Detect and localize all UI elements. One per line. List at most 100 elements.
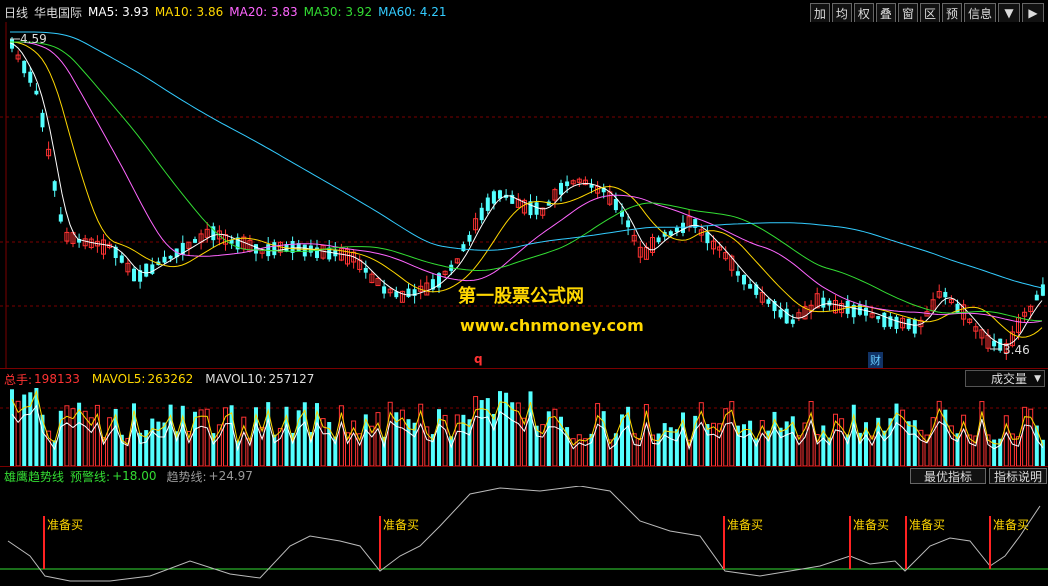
volume-bar bbox=[113, 408, 118, 466]
candle-body bbox=[742, 274, 746, 285]
candle-body bbox=[711, 240, 716, 250]
volume-bar bbox=[138, 432, 143, 466]
volume-bar bbox=[382, 436, 387, 466]
candle-body bbox=[22, 60, 27, 74]
volume-bar bbox=[437, 409, 441, 466]
volume-bar bbox=[375, 412, 381, 466]
trend-line-value: +24.97 bbox=[208, 469, 253, 483]
volume-bar bbox=[1034, 425, 1039, 466]
candle-body bbox=[876, 316, 881, 320]
volume-bar bbox=[491, 413, 496, 466]
ma-legend-label: MA30: bbox=[303, 5, 342, 19]
high-price-label: 4.59 bbox=[20, 32, 47, 46]
volume-bar bbox=[101, 437, 106, 466]
ma-line bbox=[9, 42, 1043, 346]
candle-body bbox=[186, 241, 192, 249]
volume-bar bbox=[888, 418, 893, 466]
finance-marker[interactable]: 财 bbox=[868, 352, 883, 368]
volume-bar bbox=[717, 423, 723, 466]
toolbar-button[interactable]: 均 bbox=[831, 3, 852, 23]
volume-chart[interactable] bbox=[0, 388, 1048, 466]
ma-legend-item: MA20: 3.83 bbox=[229, 5, 297, 19]
candle-body bbox=[40, 112, 45, 128]
volume-bar bbox=[442, 414, 448, 466]
toolbar-button[interactable]: 权 bbox=[853, 3, 874, 23]
volume-bar bbox=[223, 407, 228, 466]
toolbar-button[interactable]: 加 bbox=[809, 3, 830, 23]
candle-body bbox=[674, 227, 679, 232]
indicator-select[interactable]: 成交量 ▼ bbox=[965, 370, 1045, 387]
volume-bar bbox=[668, 427, 673, 466]
candle-body bbox=[851, 304, 856, 318]
price-chart[interactable] bbox=[0, 22, 1048, 368]
toolbar-button[interactable]: 信息 bbox=[963, 3, 996, 23]
volume-bar bbox=[77, 402, 82, 466]
volume-bar bbox=[168, 404, 173, 466]
ma-line bbox=[10, 41, 1043, 322]
candle-body bbox=[375, 277, 381, 287]
candle-body bbox=[766, 299, 771, 304]
volume-bar bbox=[546, 411, 551, 466]
indicator-chart[interactable] bbox=[0, 486, 1048, 586]
candle-body bbox=[827, 300, 832, 306]
volume-bar bbox=[686, 439, 692, 466]
chevron-down-icon[interactable]: ▼ bbox=[998, 3, 1020, 23]
volume-bar bbox=[790, 416, 795, 466]
volume-bar bbox=[204, 408, 210, 466]
candle-body bbox=[936, 290, 942, 298]
candle-body bbox=[869, 313, 875, 318]
candle-body bbox=[552, 189, 558, 201]
candle-body bbox=[327, 247, 332, 260]
mavol5-label: MAVOL5: bbox=[91, 372, 146, 386]
indicator-help-button[interactable]: 指标说明 bbox=[989, 468, 1047, 484]
volume-bar bbox=[912, 420, 917, 466]
candle-body bbox=[650, 237, 655, 253]
ma-legend-value: 3.86 bbox=[192, 5, 224, 19]
volume-bar bbox=[266, 402, 271, 466]
volume-bar bbox=[864, 422, 868, 466]
volume-bar bbox=[693, 415, 698, 466]
candle-body bbox=[888, 316, 893, 327]
candle-body bbox=[748, 284, 753, 289]
candle-body bbox=[382, 286, 387, 294]
volume-bar bbox=[698, 402, 704, 466]
candle-body bbox=[759, 292, 765, 303]
volume-bar bbox=[900, 409, 906, 466]
volume-bar bbox=[766, 430, 771, 466]
chevron-down-icon: ▼ bbox=[1034, 373, 1041, 384]
volume-bar bbox=[1040, 439, 1045, 466]
volume-bar bbox=[186, 431, 192, 466]
candle-body bbox=[424, 282, 430, 296]
toolbar-button[interactable]: 预 bbox=[941, 3, 962, 23]
candle-body bbox=[1040, 284, 1045, 296]
ma-legend-label: MA60: bbox=[378, 5, 416, 19]
volume-bar bbox=[40, 414, 45, 466]
volume-bar bbox=[327, 422, 332, 466]
volume-bar bbox=[559, 416, 563, 466]
volume-bar bbox=[565, 427, 570, 466]
volume-divider bbox=[0, 368, 1048, 369]
volume-bar bbox=[28, 392, 33, 466]
candle-body bbox=[442, 270, 448, 275]
candle-body bbox=[479, 207, 484, 221]
candle-body bbox=[705, 232, 710, 244]
volume-bar bbox=[46, 430, 52, 466]
volume-bar bbox=[15, 400, 21, 466]
candle-body bbox=[290, 240, 295, 253]
toolbar-button[interactable]: 区 bbox=[919, 3, 940, 23]
watermark-title: 第一股票公式网 bbox=[458, 286, 584, 307]
toolbar-button[interactable]: 叠 bbox=[875, 3, 896, 23]
best-indicator-button[interactable]: 最优指标 bbox=[910, 468, 986, 484]
chevron-right-icon[interactable]: ▶ bbox=[1022, 3, 1044, 23]
mavol10-value: 257127 bbox=[268, 372, 315, 386]
volume-bar bbox=[235, 440, 240, 466]
volume-bar bbox=[144, 430, 149, 466]
candle-body bbox=[717, 246, 723, 251]
candle-body bbox=[211, 226, 216, 241]
candle-body bbox=[113, 246, 118, 259]
period-label[interactable]: 日线 bbox=[4, 5, 29, 20]
toolbar-button[interactable]: 窗 bbox=[897, 3, 918, 23]
q-marker: q bbox=[474, 352, 483, 366]
volume-bar bbox=[64, 405, 70, 466]
volume-bar bbox=[876, 417, 881, 466]
